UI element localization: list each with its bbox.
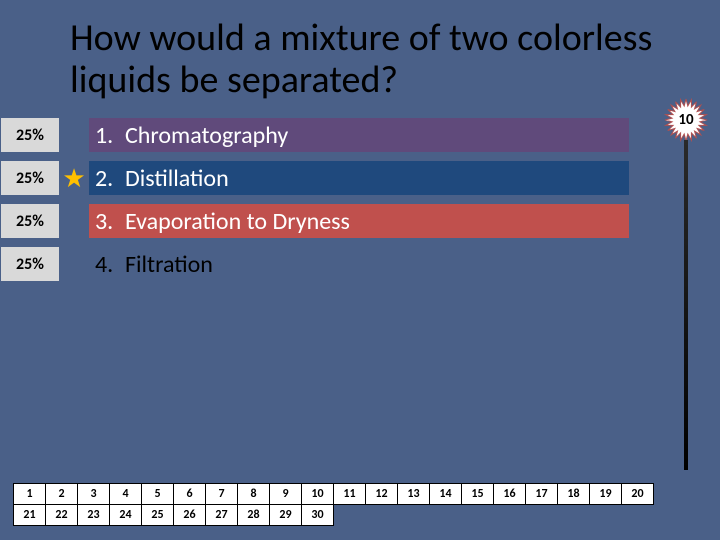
respondent-cell[interactable]: 26: [173, 504, 206, 526]
answer-bar: 4.Filtration: [89, 247, 629, 281]
answer-number: 1.: [95, 121, 125, 150]
vertical-divider: [684, 140, 688, 470]
respondent-cell[interactable]: 20: [621, 483, 654, 505]
answer-row[interactable]: 25% 1.Chromatography: [0, 116, 720, 155]
question-text: How would a mixture of two colorless liq…: [0, 0, 720, 112]
respondent-cell-empty: [397, 504, 430, 526]
respondent-cell[interactable]: 18: [557, 483, 590, 505]
respondent-cell-empty: [365, 504, 398, 526]
answer-number: 3.: [95, 207, 125, 236]
respondent-cell[interactable]: 23: [77, 504, 110, 526]
respondent-cell-empty: [525, 504, 558, 526]
answer-row[interactable]: 25% 3.Evaporation to Dryness: [0, 202, 720, 241]
respondent-cell[interactable]: 11: [333, 483, 366, 505]
correct-star-icon: ★: [59, 162, 89, 194]
answer-text: Evaporation to Dryness: [125, 207, 350, 236]
respondent-cell[interactable]: 28: [237, 504, 270, 526]
respondent-cell[interactable]: 21: [13, 504, 46, 526]
respondent-cell[interactable]: 10: [301, 483, 334, 505]
respondent-cell[interactable]: 13: [397, 483, 430, 505]
respondent-cell[interactable]: 25: [141, 504, 174, 526]
answer-row[interactable]: 25%★2.Distillation: [0, 159, 720, 198]
respondent-cell[interactable]: 29: [269, 504, 302, 526]
respondent-cell[interactable]: 22: [45, 504, 78, 526]
countdown-timer: 10: [664, 98, 708, 142]
respondent-cell[interactable]: 8: [237, 483, 270, 505]
respondent-cell[interactable]: 24: [109, 504, 142, 526]
respondent-cell[interactable]: 6: [173, 483, 206, 505]
answer-bar: 1.Chromatography: [89, 118, 629, 152]
answer-list: 25%1.Chromatography25%★2.Distillation25%…: [0, 112, 720, 284]
respondent-cell[interactable]: 9: [269, 483, 302, 505]
respondent-cell[interactable]: 27: [205, 504, 238, 526]
answer-number: 2.: [95, 164, 125, 193]
answer-bar: 3.Evaporation to Dryness: [89, 204, 629, 238]
respondent-cell[interactable]: 30: [301, 504, 334, 526]
answer-text: Filtration: [125, 250, 213, 279]
answer-bar: 2.Distillation: [89, 161, 629, 195]
respondent-cell[interactable]: 16: [493, 483, 526, 505]
respondent-cell-empty: [621, 504, 654, 526]
answer-percent: 25%: [1, 247, 59, 281]
respondent-cell[interactable]: 12: [365, 483, 398, 505]
respondent-cell[interactable]: 14: [429, 483, 462, 505]
respondent-cell[interactable]: 7: [205, 483, 238, 505]
answer-percent: 25%: [1, 204, 59, 238]
respondent-cell[interactable]: 3: [77, 483, 110, 505]
respondent-grid: 1234567891011121314151617181920212223242…: [14, 484, 654, 526]
respondent-cell-empty: [461, 504, 494, 526]
respondent-cell-empty: [493, 504, 526, 526]
countdown-value: 10: [678, 111, 693, 129]
respondent-cell[interactable]: 17: [525, 483, 558, 505]
respondent-cell-empty: [589, 504, 622, 526]
answer-text: Chromatography: [125, 121, 288, 150]
respondent-cell-empty: [429, 504, 462, 526]
respondent-cell-empty: [557, 504, 590, 526]
respondent-cell-empty: [333, 504, 366, 526]
respondent-cell[interactable]: 2: [45, 483, 78, 505]
answer-text: Distillation: [125, 164, 229, 193]
respondent-cell[interactable]: 5: [141, 483, 174, 505]
answer-number: 4.: [95, 250, 125, 279]
respondent-cell[interactable]: 19: [589, 483, 622, 505]
respondent-cell[interactable]: 4: [109, 483, 142, 505]
answer-row[interactable]: 25% 4.Filtration: [0, 245, 720, 284]
respondent-cell[interactable]: 15: [461, 483, 494, 505]
answer-percent: 25%: [1, 161, 59, 195]
respondent-cell[interactable]: 1: [13, 483, 46, 505]
answer-percent: 25%: [1, 118, 59, 152]
